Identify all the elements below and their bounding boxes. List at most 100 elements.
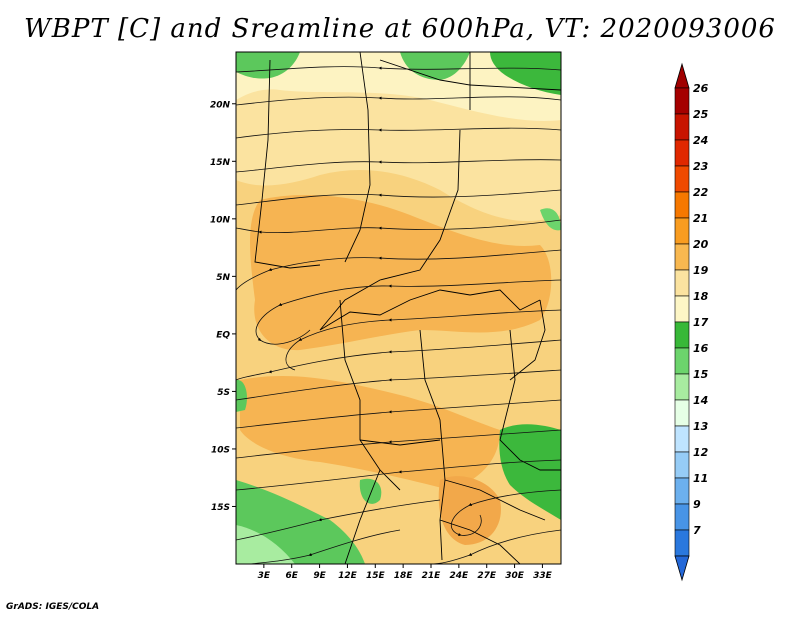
streamline-15 [450, 489, 561, 537]
lon-tick-label: 21E [422, 571, 442, 581]
lon-tick-label: 12E [338, 571, 358, 581]
lon-tick-label: 15E [366, 571, 386, 581]
wbpt-17-east [499, 424, 561, 520]
colorbar-label: 20 [693, 238, 709, 251]
border-s3 [344, 469, 381, 564]
streamline-10 [236, 339, 561, 381]
colorbar-label: 18 [693, 290, 709, 303]
colorbar-swatch [674, 165, 690, 193]
colorbar-label: 16 [693, 342, 709, 355]
lat-tick-label: EQ [216, 330, 230, 340]
colorbar-label: 11 [693, 472, 708, 485]
colorbar-bottom-arrow [674, 555, 690, 582]
colorbar-swatch [674, 347, 690, 375]
longitude-axis: 3E 6E 9E 12E 15E 18E 21E 24E 27E 30E 33E [258, 564, 553, 581]
colorbar-label: 26 [693, 82, 709, 95]
colorbar-label: 24 [693, 134, 708, 147]
wbpt-18-north [236, 52, 561, 121]
colorbar-swatch [674, 217, 690, 245]
border-w2 [344, 52, 371, 263]
colorbar-swatch [674, 503, 690, 531]
colorbar-swatch [674, 425, 690, 453]
streamline-18 [249, 529, 401, 564]
border-ne [469, 84, 561, 91]
border-c3 [339, 299, 401, 491]
wbpt-21-south [240, 375, 500, 490]
colorbar-label: 22 [693, 186, 709, 199]
colorbar-label: 9 [693, 498, 701, 511]
lon-tick-label: 33E [533, 571, 553, 581]
streamline-3 [236, 127, 561, 139]
lat-tick-label: 5N [216, 273, 230, 283]
streamline-16 [236, 499, 441, 541]
streamline-13 [236, 429, 561, 459]
colorbar-swatch [674, 529, 690, 557]
chart-title: WBPT [C] and Sreamline at 600hPa, VT: 20… [24, 14, 776, 44]
wbpt-17-n [400, 52, 470, 80]
lon-tick-label: 9E [313, 571, 326, 581]
border-s2 [359, 439, 441, 446]
streamline-17 [429, 529, 561, 564]
lat-tick-label: 5S [217, 388, 230, 398]
colorbar-label: 7 [693, 524, 701, 537]
colorbar-swatch [674, 269, 690, 297]
colorbar-swatch [674, 477, 690, 505]
streamline-1 [236, 66, 561, 73]
colorbar-swatch [674, 243, 690, 271]
wbpt-17-nw [236, 52, 300, 79]
streamline-4 [236, 159, 561, 173]
streamline-2 [236, 96, 561, 106]
colorbar-label: 23 [693, 160, 709, 173]
streamline-8 [255, 279, 561, 345]
border-s4 [439, 519, 521, 564]
border-e2 [509, 299, 546, 381]
colorbar-top-arrow [674, 62, 690, 89]
streamline-11 [236, 369, 561, 401]
colorbar-swatch [674, 113, 690, 141]
colorbar-label: 25 [693, 108, 709, 121]
grads-credit: GrADS: IGES/COLA [6, 602, 100, 612]
lon-tick-label: 18E [394, 571, 414, 581]
colorbar-swatch [674, 451, 690, 479]
border-s1 [444, 479, 546, 521]
map-frame [235, 51, 562, 565]
colorbar-swatch [674, 139, 690, 167]
wbpt-17-ne [490, 52, 561, 95]
wbpt-16-sw [236, 525, 295, 564]
lat-tick-label: 20N [210, 100, 231, 110]
colorbar-label: 17 [693, 316, 709, 329]
lat-tick-label: 10N [210, 215, 231, 225]
lon-tick-label: 6E [286, 571, 299, 581]
colorbar-swatch [674, 295, 690, 323]
border-e1 [499, 329, 561, 471]
wbpt-16-east [540, 208, 561, 231]
colorbar-swatch [674, 191, 690, 219]
colorbar-swatch [674, 87, 690, 115]
colorbar-label: 15 [693, 368, 709, 381]
streamline-12 [236, 399, 561, 429]
streamline-6 [236, 219, 561, 234]
lon-tick-label: 27E [477, 571, 497, 581]
lat-tick-label: 15S [211, 503, 230, 513]
lon-tick-label: 24E [450, 571, 470, 581]
lat-tick-label: 15N [210, 158, 231, 168]
wbpt-17-coast [236, 379, 247, 412]
streamline-7 [236, 249, 561, 291]
lon-tick-label: 3E [258, 571, 271, 581]
colorbar-label: 14 [693, 394, 708, 407]
colorbar-label: 13 [693, 420, 709, 433]
colorbar-label: 19 [693, 264, 709, 277]
colorbar-swatch [674, 399, 690, 427]
streamline-14 [236, 459, 561, 491]
wbpt-17-patch [359, 478, 382, 504]
wbpt-shading [236, 52, 561, 564]
streamline-5 [236, 189, 561, 206]
streamlines [236, 66, 561, 564]
colorbar-label: 12 [693, 446, 709, 459]
colorbar-swatch [674, 373, 690, 401]
border-c4 [419, 329, 446, 561]
colorbar-swatch [674, 321, 690, 349]
lon-tick-label: 30E [505, 571, 525, 581]
latitude-axis: 20N 15N 10N 5N EQ 5S 10S 15S [210, 100, 236, 513]
